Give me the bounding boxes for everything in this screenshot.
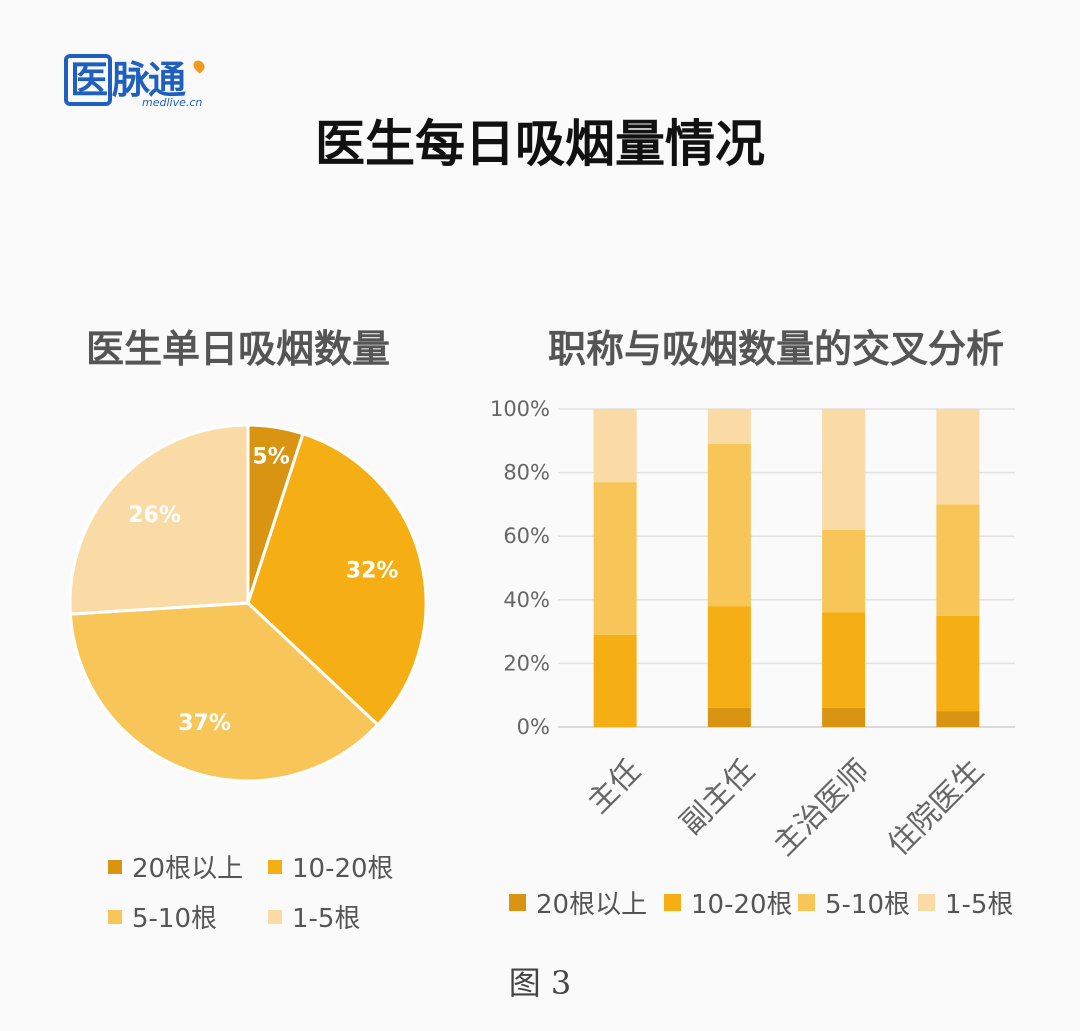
bar-1-series-2 xyxy=(707,443,751,607)
bar-2-series-3 xyxy=(822,409,866,530)
page-title: 医生每日吸烟量情况 xyxy=(315,115,765,173)
bar-legend-label-1: 10-20根 xyxy=(691,890,793,920)
bar-3-series-2 xyxy=(936,504,980,616)
pie-legend-swatch-0 xyxy=(108,859,122,874)
bar-legend-swatch-2 xyxy=(798,894,815,911)
x-category-label-3: 住院医生 xyxy=(881,753,991,863)
y-tick-label-0: 0% xyxy=(517,715,550,739)
bar-1-series-1 xyxy=(707,606,751,708)
bar-3-series-0 xyxy=(936,711,980,727)
bar-legend-item-0: 20根以上 xyxy=(509,884,647,921)
pie-legend-label-2: 5-10根 xyxy=(132,904,218,934)
bar-2-series-1 xyxy=(822,612,866,708)
bar-legend-label-3: 1-5根 xyxy=(945,890,1014,920)
y-tick-label-2: 40% xyxy=(503,588,550,612)
x-category-label-2: 主治医师 xyxy=(767,753,877,863)
pie-legend-item-0: 20根以上 xyxy=(108,848,243,885)
bar-3-series-3 xyxy=(936,409,980,505)
bar-legend-item-3: 1-5根 xyxy=(918,884,1013,921)
bar-legend-item-1: 10-20根 xyxy=(664,884,793,921)
bar-legend-item-2: 5-10根 xyxy=(798,884,910,921)
pie-legend-swatch-3 xyxy=(268,909,282,924)
pie-chart: 5% 32% 37% 26% xyxy=(68,423,428,783)
pie-chart-title: 医生单日吸烟数量 xyxy=(86,327,391,371)
pie-slice-label-0: 5% xyxy=(252,445,289,470)
pie-slice-2 xyxy=(68,601,380,783)
bar-0-series-2 xyxy=(593,482,637,635)
y-tick-label-4: 80% xyxy=(503,461,550,485)
pie-slice-3 xyxy=(68,423,250,616)
pie-slice-label-3: 26% xyxy=(128,503,181,528)
bar-1-series-3 xyxy=(707,409,751,444)
x-category-label-0: 主任 xyxy=(581,753,648,820)
pie-slice-label-1: 32% xyxy=(346,559,399,584)
pie-legend-item-1: 10-20根 xyxy=(268,848,394,885)
bar-legend-swatch-3 xyxy=(918,894,935,911)
bar-legend-swatch-1 xyxy=(664,894,681,911)
pie-legend-label-0: 20根以上 xyxy=(132,854,244,884)
logo-text: 医脉通 xyxy=(64,52,186,108)
figure-caption: 图 3 xyxy=(508,964,572,1002)
pie-slice-1 xyxy=(246,431,428,727)
pie-legend-label-3: 1-5根 xyxy=(292,904,361,934)
pie-legend-swatch-1 xyxy=(268,859,282,874)
logo: 医脉通 medlive.cn xyxy=(64,52,214,114)
bar-0-series-3 xyxy=(593,409,637,483)
bar-2-series-0 xyxy=(822,707,866,727)
bar-legend-label-2: 5-10根 xyxy=(825,890,911,920)
bar-0-series-1 xyxy=(593,634,637,727)
pie-legend-swatch-2 xyxy=(108,909,122,924)
bar-1-series-0 xyxy=(707,707,751,727)
logo-subtext: medlive.cn xyxy=(142,96,203,109)
y-tick-label-5: 100% xyxy=(490,397,550,421)
bar-2-series-2 xyxy=(822,529,866,613)
bar-3-series-1 xyxy=(936,615,980,712)
y-tick-label-1: 20% xyxy=(503,651,550,675)
bar-chart-title: 职称与吸烟数量的交叉分析 xyxy=(548,327,1005,371)
stacked-bar-chart: 0% 20% 40% 60% 80% 100% 主任 副主任 主治医师 住院医生 xyxy=(490,397,1015,863)
pie-legend-item-3: 1-5根 xyxy=(268,898,360,935)
logo-rest-chars: 脉通 xyxy=(112,58,186,102)
logo-first-char: 医 xyxy=(64,54,113,106)
pie-slice-label-2: 37% xyxy=(178,711,231,736)
y-tick-label-3: 60% xyxy=(503,524,550,548)
pie-legend-item-2: 5-10根 xyxy=(108,898,217,935)
bar-legend-swatch-0 xyxy=(509,894,526,911)
bar-legend-label-0: 20根以上 xyxy=(536,890,648,920)
x-category-label-1: 副主任 xyxy=(674,753,762,841)
pie-legend-label-1: 10-20根 xyxy=(292,854,394,884)
